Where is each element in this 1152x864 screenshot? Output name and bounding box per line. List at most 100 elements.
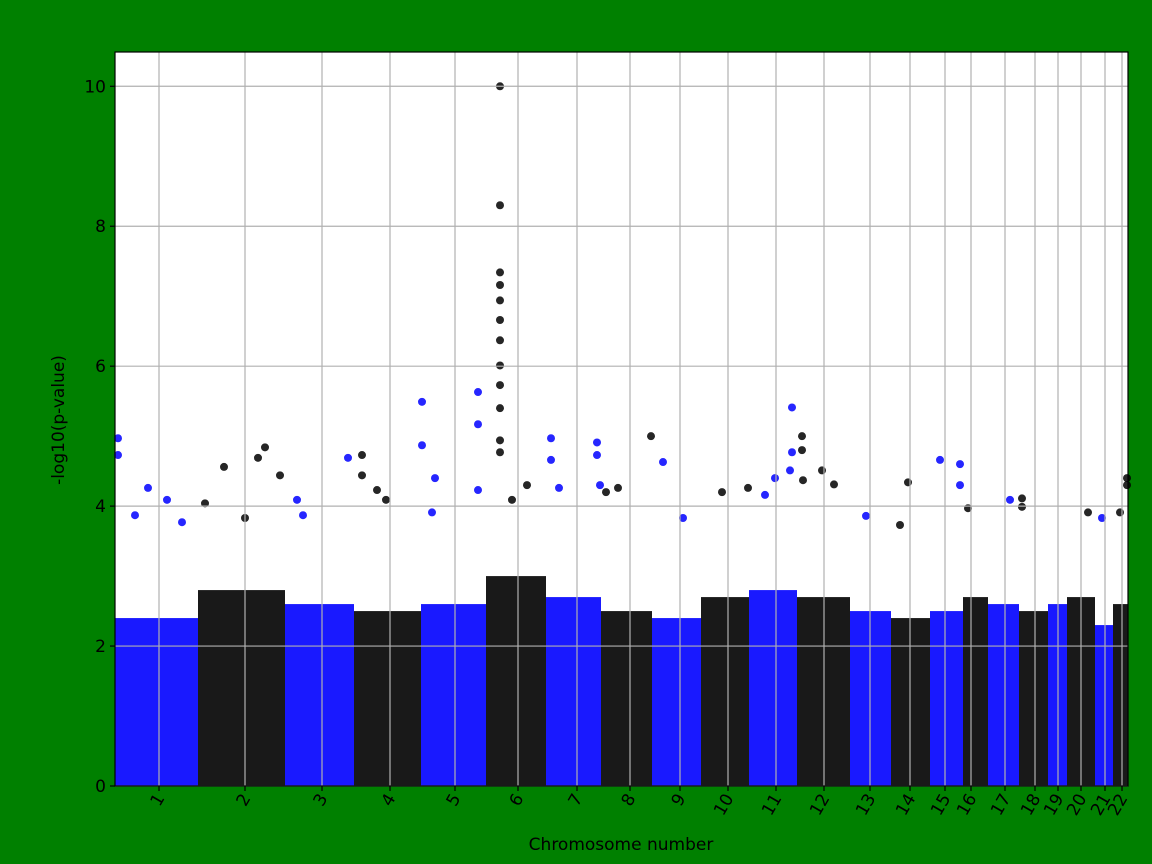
- snp-point: [1084, 508, 1092, 517]
- snp-point: [799, 476, 807, 485]
- snp-point: [496, 436, 504, 445]
- snp-density-block: [1019, 611, 1048, 786]
- snp-density-block: [354, 611, 421, 786]
- snp-point: [293, 495, 301, 504]
- snp-point: [744, 483, 752, 492]
- snp-point: [431, 474, 439, 483]
- snp-point: [798, 446, 806, 455]
- snp-point: [593, 438, 601, 447]
- y-tick-label: 6: [95, 357, 106, 377]
- snp-point: [496, 361, 504, 370]
- snp-point: [254, 453, 262, 462]
- snp-point: [178, 518, 186, 527]
- snp-point: [596, 481, 604, 490]
- snp-point: [602, 488, 610, 497]
- snp-point: [956, 481, 964, 490]
- snp-point: [344, 453, 352, 462]
- y-axis-label: -log10(p-value): [49, 355, 69, 485]
- snp-point: [647, 432, 655, 441]
- snp-point: [761, 490, 769, 499]
- snp-point: [418, 397, 426, 406]
- snp-point: [555, 483, 563, 492]
- snp-point: [496, 381, 504, 390]
- y-tick-label: 10: [84, 77, 106, 97]
- snp-density-block: [652, 618, 701, 786]
- snp-point: [547, 455, 555, 464]
- snp-density-block: [421, 604, 486, 786]
- snp-point: [1116, 508, 1124, 517]
- snp-point: [956, 460, 964, 469]
- snp-point: [659, 458, 667, 467]
- snp-point: [1123, 481, 1131, 490]
- snp-point: [936, 455, 944, 464]
- snp-point: [358, 451, 366, 460]
- snp-point: [1098, 514, 1106, 523]
- snp-point: [163, 495, 171, 504]
- snp-point: [547, 434, 555, 443]
- snp-density-block: [1095, 625, 1113, 786]
- snp-density-block: [601, 611, 652, 786]
- snp-point: [798, 432, 806, 441]
- snp-point: [474, 420, 482, 429]
- y-tick-label: 8: [95, 217, 106, 237]
- snp-point: [1123, 474, 1131, 483]
- snp-point: [114, 434, 122, 443]
- snp-point: [679, 514, 687, 523]
- snp-density-block: [115, 618, 198, 786]
- snp-point: [496, 336, 504, 345]
- snp-density-block: [930, 611, 963, 786]
- snp-point: [144, 483, 152, 492]
- snp-density-block: [198, 590, 285, 786]
- snp-density-block: [285, 604, 354, 786]
- snp-density-block: [546, 597, 601, 786]
- snp-point: [1018, 502, 1026, 511]
- snp-point: [593, 451, 601, 460]
- snp-point: [418, 441, 426, 450]
- snp-point: [788, 448, 796, 457]
- snp-point: [474, 388, 482, 397]
- snp-point: [496, 448, 504, 457]
- snp-point: [788, 403, 796, 412]
- snp-point: [1006, 495, 1014, 504]
- snp-density-block: [1113, 604, 1128, 786]
- snp-point: [201, 499, 209, 508]
- snp-point: [496, 201, 504, 210]
- x-axis-label: Chromosome number: [529, 835, 714, 855]
- y-tick-label: 2: [95, 637, 106, 657]
- snp-point: [1018, 494, 1026, 503]
- snp-point: [496, 404, 504, 413]
- snp-density-block: [749, 590, 797, 786]
- snp-point: [786, 466, 794, 475]
- snp-density-block: [988, 604, 1019, 786]
- y-tick-label: 4: [95, 497, 106, 517]
- snp-point: [771, 474, 779, 483]
- snp-point: [818, 466, 826, 475]
- grid-layer: [115, 52, 1128, 787]
- y-tick-label: 0: [95, 777, 106, 797]
- snp-point: [358, 471, 366, 480]
- snp-point: [131, 511, 139, 520]
- snp-point: [373, 486, 381, 495]
- plot-frame: [114, 51, 1129, 787]
- snp-point: [496, 281, 504, 290]
- snp-point: [496, 296, 504, 305]
- snp-point: [904, 478, 912, 487]
- snp-density-block: [486, 576, 546, 786]
- snp-density-block: [963, 597, 988, 786]
- snp-point: [261, 443, 269, 452]
- snp-point: [862, 511, 870, 520]
- snp-point: [830, 480, 838, 489]
- snp-point: [382, 495, 390, 504]
- snp-point: [496, 315, 504, 324]
- snp-density-block: [701, 597, 749, 786]
- snp-point: [114, 451, 122, 460]
- snp-point: [896, 521, 904, 530]
- snp-point: [523, 481, 531, 490]
- snp-point: [718, 488, 726, 497]
- snp-point: [508, 495, 516, 504]
- snp-point: [428, 508, 436, 517]
- snp-point: [614, 483, 622, 492]
- snp-point: [474, 486, 482, 495]
- snp-point: [220, 462, 228, 471]
- snp-point: [496, 268, 504, 277]
